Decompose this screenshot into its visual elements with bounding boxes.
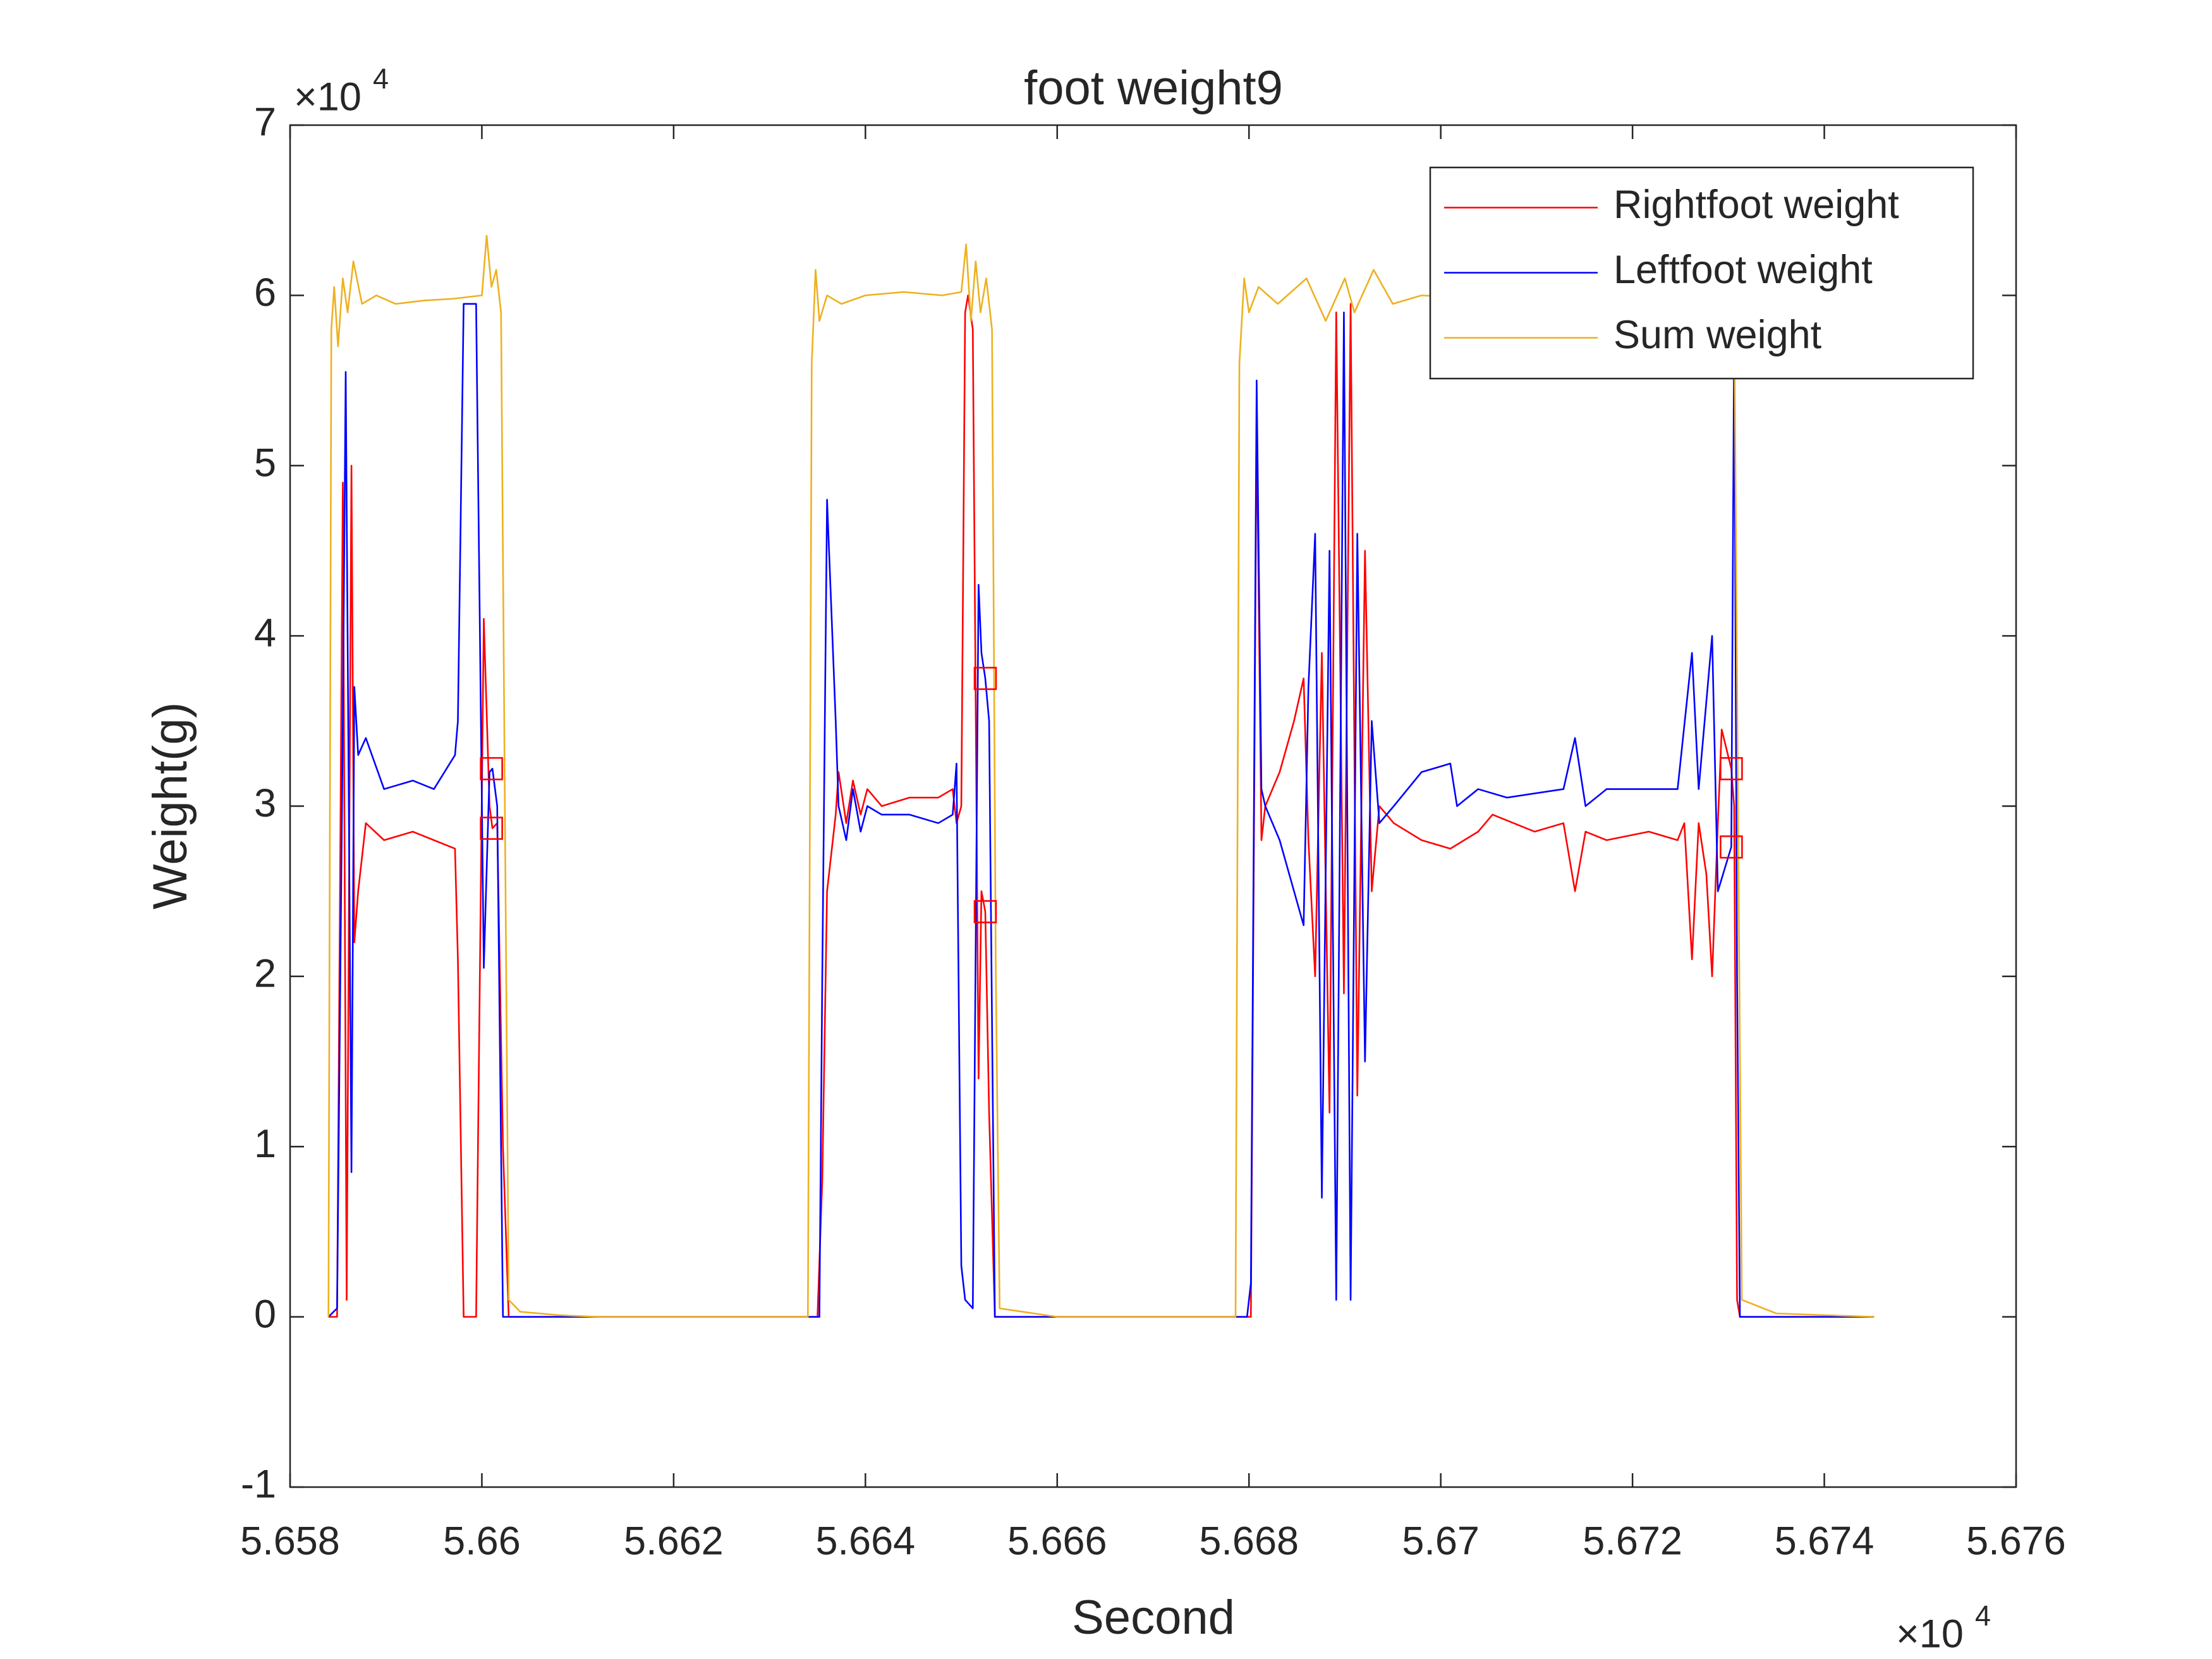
marker xyxy=(973,667,997,690)
x-tick-label: 5.662 xyxy=(624,1519,724,1564)
legend-label: Leftfoot weight xyxy=(1613,248,1873,292)
y-tick-label: 2 xyxy=(254,952,276,996)
chart-title: foot weight9 xyxy=(1024,61,1283,115)
marker xyxy=(1720,835,1743,859)
x-exponent-power: 4 xyxy=(1975,1600,1991,1632)
y-tick-label: 5 xyxy=(254,441,276,485)
y-tick-label: 7 xyxy=(254,100,276,145)
y-tick-label: 1 xyxy=(254,1122,276,1166)
x-exponent-base: ×10 xyxy=(1896,1612,1964,1656)
x-axis-label: Second xyxy=(1072,1591,1235,1644)
legend-label: Rightfoot weight xyxy=(1613,183,1899,227)
y-tick-label: 3 xyxy=(254,781,276,825)
marker xyxy=(973,900,997,923)
marker xyxy=(480,757,503,781)
series-line xyxy=(328,295,1875,1318)
x-tick-label: 5.658 xyxy=(240,1519,340,1564)
x-tick-label: 5.67 xyxy=(1402,1519,1480,1564)
y-axis-label: Weight(g) xyxy=(143,702,197,909)
y-tick-label: -1 xyxy=(241,1462,276,1507)
axes-box xyxy=(289,124,2017,1488)
marker xyxy=(1720,757,1743,781)
y-tick-label: 4 xyxy=(254,611,276,655)
plot-area xyxy=(327,234,1875,1318)
x-tick-label: 5.676 xyxy=(1966,1519,2066,1564)
x-tick-label: 5.666 xyxy=(1007,1519,1107,1564)
y-exponent-base: ×10 xyxy=(294,75,362,119)
y-tick-label: 0 xyxy=(254,1292,276,1336)
marker xyxy=(480,817,503,840)
legend-label: Sum weight xyxy=(1613,313,1822,357)
x-tick-label: 5.668 xyxy=(1199,1519,1299,1564)
y-exponent-power: 4 xyxy=(373,63,389,95)
series-line xyxy=(327,234,1875,1318)
y-tick-label: 6 xyxy=(254,270,276,315)
x-tick-label: 5.66 xyxy=(443,1519,521,1564)
x-tick-label: 5.664 xyxy=(816,1519,916,1564)
x-tick-label: 5.672 xyxy=(1583,1519,1682,1564)
series-line xyxy=(327,303,1875,1318)
x-tick-label: 5.674 xyxy=(1775,1519,1875,1564)
